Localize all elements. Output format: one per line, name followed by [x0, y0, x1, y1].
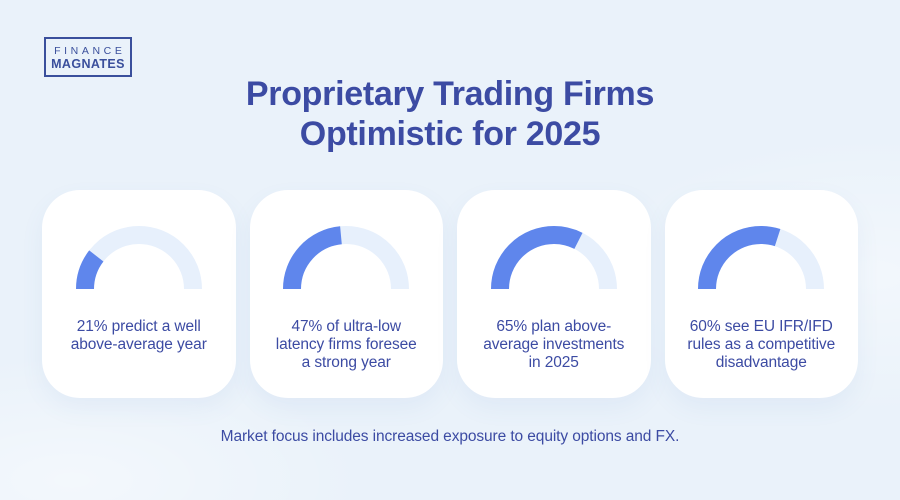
finance-magnates-logo: FINANCE MAGNATES	[44, 37, 132, 77]
logo-text-finance: FINANCE	[54, 45, 126, 57]
stat-card-eu-ifr-ifd: 60% see EU IFR/IFD rules as a competitiv…	[664, 190, 858, 398]
gauge-fill	[75, 226, 202, 290]
stat-cards-row: 21% predict a well above-average year 47…	[42, 190, 858, 398]
gauge-chart-65	[490, 226, 617, 290]
caption: Market focus includes increased exposure…	[220, 428, 680, 445]
logo-text-magnates: MAGNATES	[51, 57, 125, 71]
gauge-chart-47	[283, 226, 410, 290]
stat-label: 47% of ultra-low latency firms foresee a…	[275, 318, 417, 371]
stat-label: 21% predict a well above-average year	[70, 318, 207, 353]
page-title-line-2: Optimistic for 2025	[299, 115, 601, 153]
page-title: Proprietary Trading Firms Optimistic for …	[0, 74, 900, 154]
stat-card-ultra-low-latency: 47% of ultra-low latency firms foresee a…	[249, 190, 443, 398]
stat-card-above-average-year: 21% predict a well above-average year	[42, 190, 236, 398]
gauge-chart-21	[75, 226, 202, 290]
gauge-fill	[490, 226, 617, 290]
page-title-line-1: Proprietary Trading Firms	[245, 75, 655, 113]
stat-label: 65% plan above- average investments in 2…	[483, 318, 625, 371]
stat-card-investments-2025: 65% plan above- average investments in 2…	[457, 190, 651, 398]
stat-label: 60% see EU IFR/IFD rules as a competitiv…	[687, 318, 836, 371]
gauge-fill	[283, 226, 410, 290]
gauge-fill	[698, 226, 825, 290]
gauge-chart-60	[698, 226, 825, 290]
